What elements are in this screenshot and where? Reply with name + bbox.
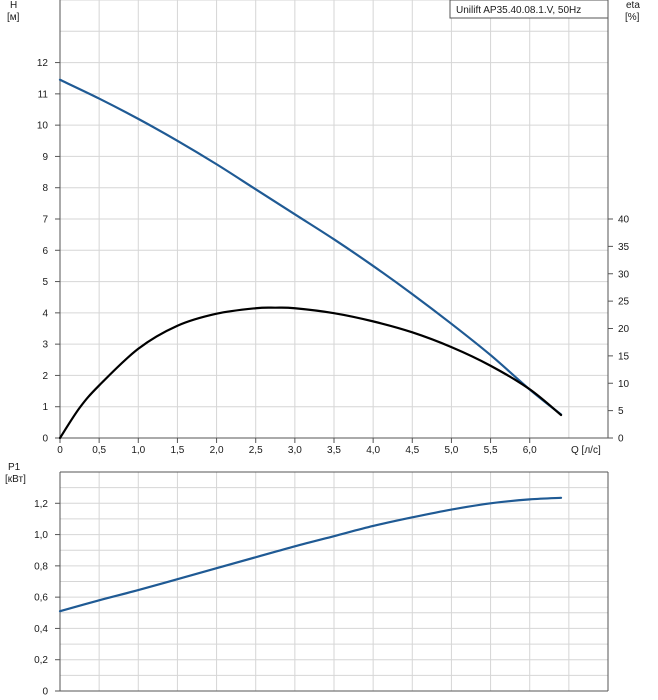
eta-curve: [58, 306, 563, 440]
legend-box: Unilift AP35.40.08.1.V, 50Hz: [449, 0, 609, 19]
h-tick-label: 5: [42, 277, 48, 288]
h-axis-label: H: [10, 0, 17, 11]
q-tick-label: 1,0: [131, 445, 145, 456]
power-chart: 0 0,2 0,4 0,6 0,8 1,0 1,2 P1 [кВт]: [5, 462, 609, 698]
h-tick-label: 1: [42, 402, 48, 413]
eta-tick-label: 0: [618, 434, 624, 445]
h-tick-label: 2: [42, 371, 48, 382]
h-tick-label: 0: [42, 434, 48, 445]
h-curve: [58, 78, 563, 416]
chart-title: Unilift AP35.40.08.1.V, 50Hz: [456, 5, 581, 16]
p1-tick-label: 0: [42, 687, 48, 698]
eta-tick-label: 35: [618, 242, 630, 253]
bottom-series: [58, 496, 563, 613]
p1-tick-label: 0,8: [34, 561, 48, 572]
top-series: [58, 78, 563, 440]
p1-tick-label: 0,6: [34, 593, 48, 604]
q-tick-label: 0,5: [92, 445, 106, 456]
h-tick-label: 3: [42, 340, 48, 351]
q-tick-label: 3,5: [327, 445, 341, 456]
h-tick-label: 7: [42, 215, 48, 226]
p1-tick-label: 1,2: [34, 499, 48, 510]
eta-axis-unit: [%]: [625, 12, 640, 23]
eta-tick-label: 15: [618, 351, 630, 362]
q-tick-label: 6,0: [523, 445, 537, 456]
q-tick-label: 3,0: [288, 445, 302, 456]
q-tick-label: 4,5: [405, 445, 419, 456]
bottom-axes: [59, 471, 609, 692]
p1-axis-ticks: 0 0,2 0,4 0,6 0,8 1,0 1,2: [34, 499, 60, 698]
h-tick-label: 11: [38, 89, 49, 100]
q-tick-label: 5,5: [484, 445, 498, 456]
eta-tick-label: 10: [618, 379, 630, 390]
h-tick-label: 8: [42, 183, 48, 194]
q-axis-label: Q [л/с]: [571, 445, 601, 456]
h-tick-label: 9: [42, 152, 48, 163]
eta-tick-label: 40: [618, 215, 630, 226]
q-tick-label: 4,0: [366, 445, 380, 456]
eta-axis-ticks: 0 5 10 15 20 25 30 35 40: [608, 215, 630, 445]
eta-tick-label: 20: [618, 324, 630, 335]
eta-tick-label: 30: [618, 269, 630, 280]
q-axis-ticks: 0 0,5 1,0 1,5 2,0 2,5 3,0 3,5 4,0 4,5 5,0 5,5 6,0: [57, 438, 537, 456]
p1-tick-label: 1,0: [34, 530, 48, 541]
p1-tick-label: 0,4: [34, 624, 48, 635]
p1-tick-label: 0,2: [34, 655, 48, 666]
q-tick-label: 0: [57, 445, 63, 456]
q-tick-label: 1,5: [170, 445, 184, 456]
eta-tick-label: 5: [618, 406, 624, 417]
h-tick-label: 10: [37, 121, 49, 132]
q-tick-label: 2,0: [210, 445, 224, 456]
h-axis-unit: [м]: [7, 12, 20, 23]
q-tick-label: 5,0: [444, 445, 458, 456]
h-tick-label: 12: [37, 58, 49, 69]
h-tick-label: 4: [42, 308, 48, 319]
q-tick-label: 2,5: [249, 445, 263, 456]
eta-axis-label: eta: [626, 0, 640, 11]
p1-curve: [58, 496, 563, 613]
p1-axis-label: P1: [8, 462, 21, 473]
h-tick-label: 6: [42, 246, 48, 257]
eta-tick-label: 25: [618, 297, 630, 308]
p1-axis-unit: [кВт]: [5, 474, 26, 485]
